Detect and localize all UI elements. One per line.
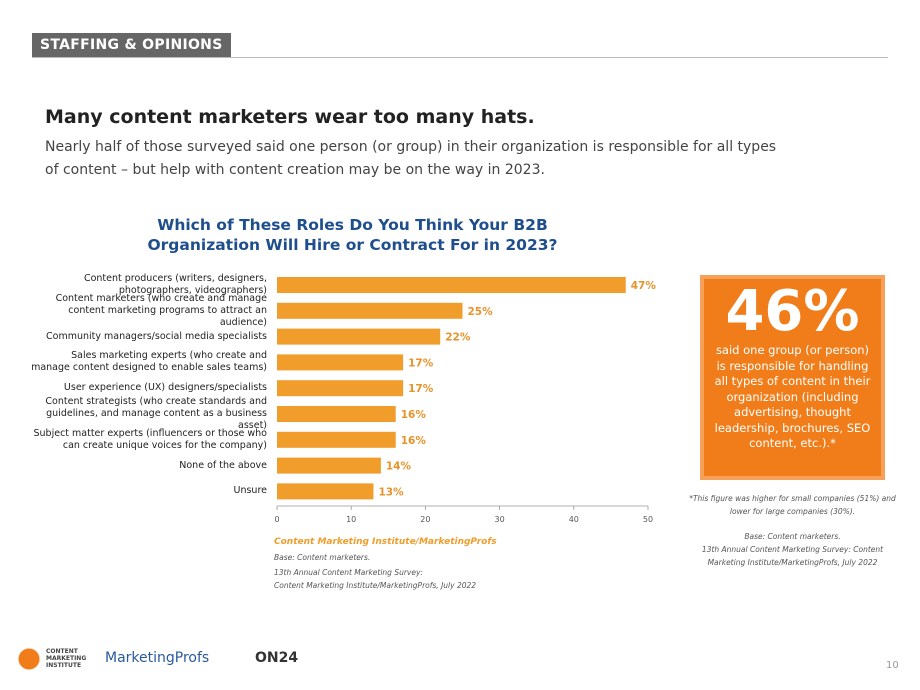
category-label: Content marketers (who create and manage… [55,292,267,328]
bar [277,328,441,345]
source-line: Base: Content marketers. [274,553,371,562]
value-label: 25% [468,306,494,318]
rule [32,57,888,58]
category-label: Subject matter experts (influencers or t… [33,427,268,451]
source-line: Content Marketing Institute/MarketingPro… [274,581,477,590]
bar [277,483,374,500]
footnote: *This figure was higher for small compan… [689,494,896,516]
x-tick-label: 20 [420,515,430,524]
logo-marketingprofs: MarketingProfs [105,650,210,666]
value-label: 16% [401,409,427,421]
value-label: 17% [408,383,434,395]
category-label: User experience (UX) designers/specialis… [63,382,267,394]
value-label: 17% [408,357,434,369]
bar [277,457,381,474]
headline: Many content marketers wear too many hat… [45,106,535,128]
value-label: 47% [631,280,657,292]
intro: Nearly half of those surveyed said one p… [45,139,777,178]
source-note: 13th Annual Content Marketing Survey: Co… [701,545,884,567]
value-label: 22% [445,332,471,344]
bar [277,380,404,397]
base-note: Base: Content marketers. [744,532,841,541]
chart-title: Which of These Roles Do You Think Your B… [147,216,558,254]
source-name: Content Marketing Institute/MarketingPro… [274,537,497,547]
bar [277,277,626,293]
bar [277,354,404,371]
category-label: Community managers/social media speciali… [46,330,267,342]
category-label: Content producers (writers, designers, p… [83,273,267,296]
category-label: None of the above [179,459,267,471]
bar [277,431,396,448]
callout: 46% said one group (or person) is respon… [700,275,885,480]
callout-text: said one group (or person) is responsibl… [714,343,871,450]
x-tick-label: 0 [274,515,279,524]
x-tick-label: 10 [346,515,356,524]
category-label: Content strategists (who create standard… [45,396,267,431]
bar [277,406,396,422]
logo-on24: ON24 [255,650,299,666]
value-label: 16% [401,435,427,447]
x-tick-label: 50 [643,515,653,524]
logo-cmi: CONTENT MARKETING INSTITUTE [18,648,86,672]
value-label: 13% [378,486,404,498]
value-label: 14% [386,461,412,473]
x-tick-label: 30 [495,515,505,524]
section-label: STAFFING & OPINIONS [32,33,231,57]
category-label: Unsure [233,485,268,497]
page-number: 10 [886,660,899,671]
x-tick-label: 40 [569,515,579,524]
callout-stat: 46% [725,279,860,344]
bar [277,302,463,319]
category-label: Sales marketing experts (who create and … [31,350,267,374]
source-line: 13th Annual Content Marketing Survey: [274,568,423,577]
